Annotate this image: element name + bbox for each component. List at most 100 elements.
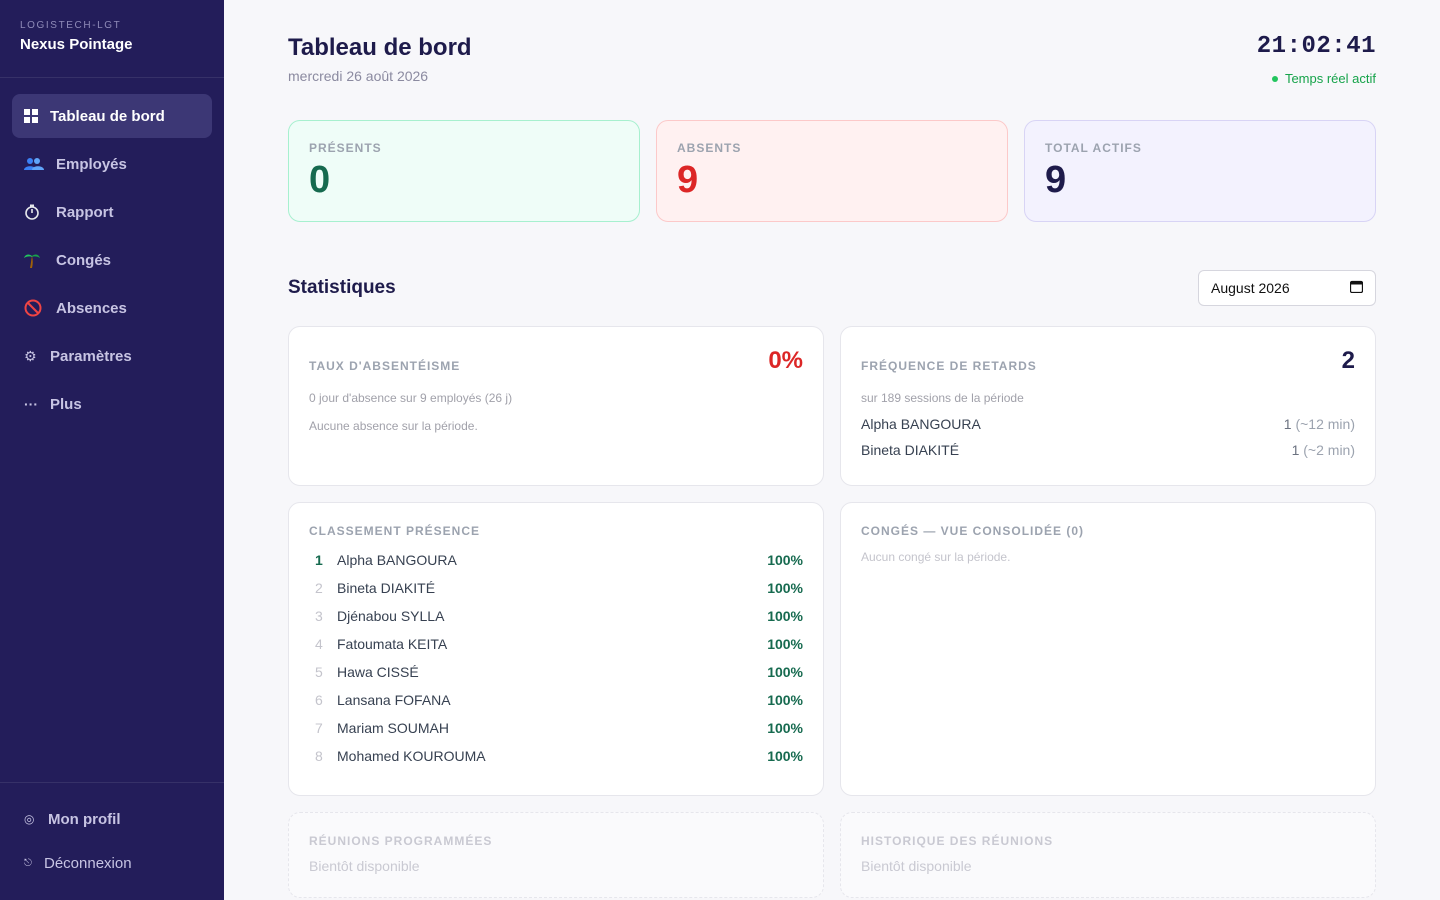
- sidebar-item-label: Paramètres: [50, 347, 132, 365]
- card-label: TAUX D'ABSENTÉISME: [309, 359, 461, 373]
- card-label: CONGÉS — VUE CONSOLIDÉE (0): [861, 524, 1085, 538]
- list-item: Bineta DIAKITÉ 1 (~2 min): [861, 437, 1355, 463]
- rank-number: 6: [315, 692, 323, 708]
- rank-number: 2: [315, 580, 323, 596]
- list-item: 7 Mariam SOUMAH 100%: [309, 714, 803, 742]
- sidebar-item-absences[interactable]: Absences: [12, 286, 212, 330]
- sidebar-item-label: Employés: [56, 155, 127, 173]
- sidebar-item-report[interactable]: Rapport: [12, 190, 212, 234]
- list-item: 6 Lansana FOFANA 100%: [309, 686, 803, 714]
- rank-name: Bineta DIAKITÉ: [337, 580, 436, 596]
- list-item: 4 Fatoumata KEITA 100%: [309, 630, 803, 658]
- brand-name: Nexus Pointage: [20, 36, 133, 53]
- list-item: 5 Hawa CISSÉ 100%: [309, 658, 803, 686]
- main-content: Tableau de bord mercredi 26 août 2026 2 1…: [288, 0, 1376, 900]
- rank-percent: 100%: [767, 636, 803, 652]
- list-item: 2 Bineta DIAKITÉ 100%: [309, 574, 803, 602]
- rank-percent: 100%: [767, 552, 803, 568]
- list-item: 3 Djénabou SYLLA 100%: [309, 602, 803, 630]
- calendar-icon[interactable]: [1349, 280, 1364, 296]
- rank-name: Mohamed KOUROUMA: [337, 748, 486, 764]
- sidebar-item-dashboard[interactable]: Tableau de bord: [12, 94, 212, 138]
- page-title: Tableau de bord: [288, 34, 472, 61]
- month-picker-value: August 2026: [1211, 280, 1290, 296]
- sidebar-item-leaves[interactable]: Congés: [12, 238, 212, 282]
- late-count: 1: [1283, 416, 1292, 432]
- rank-number: 1: [315, 552, 323, 568]
- sidebar-item-settings[interactable]: ⚙ Paramètres: [12, 334, 212, 378]
- palm-tree-icon: [24, 252, 56, 268]
- sidebar-item-label: Plus: [50, 395, 82, 413]
- page-header: Tableau de bord mercredi 26 août 2026 21…: [288, 0, 1376, 100]
- profile-label: Mon profil: [48, 810, 121, 828]
- sidebar-nav: Tableau de bord Employés Rapport Congés …: [0, 78, 224, 446]
- live-dot-icon: [1271, 75, 1278, 82]
- rank-number: 7: [315, 720, 323, 736]
- sidebar-item-label: Absences: [56, 299, 127, 317]
- sidebar-item-label: Congés: [56, 251, 112, 269]
- absenteeism-value: 0%: [768, 347, 803, 374]
- leaves-card: CONGÉS — VUE CONSOLIDÉE (0) Aucun congé …: [840, 502, 1376, 796]
- late-name: Alpha BANGOURA: [861, 416, 981, 432]
- ranking-card: CLASSEMENT PRÉSENCE 1 Alpha BANGOURA 100…: [288, 502, 824, 796]
- sidebar-item-label: Rapport: [56, 203, 114, 221]
- meeting-history-card: HISTORIQUE DES RÉUNIONS Bientôt disponib…: [840, 812, 1376, 898]
- lateness-sub: sur 189 sessions de la période: [861, 391, 1024, 405]
- card-label: FRÉQUENCE DE RETARDS: [861, 359, 1037, 373]
- brand-org: LOGISTECH-LGT: [20, 20, 122, 31]
- rank-name: Alpha BANGOURA: [337, 552, 457, 568]
- kpi-absent: ABSENTS 9: [656, 120, 1008, 222]
- kpi-present: PRÉSENTS 0: [288, 120, 640, 222]
- page-date: mercredi 26 août 2026: [288, 68, 429, 84]
- rank-percent: 100%: [767, 748, 803, 764]
- rank-number: 4: [315, 636, 323, 652]
- sidebar: LOGISTECH-LGT Nexus Pointage Tableau de …: [0, 0, 224, 900]
- people-icon: [24, 157, 56, 171]
- kpi-label: PRÉSENTS: [309, 141, 382, 155]
- rank-name: Hawa CISSÉ: [337, 664, 419, 680]
- logout-link[interactable]: ⎋ Déconnexion: [12, 841, 212, 885]
- kpi-value: 9: [1045, 159, 1067, 201]
- late-minutes: (~12 min): [1295, 416, 1355, 432]
- card-label: HISTORIQUE DES RÉUNIONS: [861, 834, 1054, 848]
- rank-percent: 100%: [767, 580, 803, 596]
- brand: LOGISTECH-LGT Nexus Pointage: [0, 0, 224, 78]
- late-count: 1: [1291, 442, 1300, 458]
- list-item: Alpha BANGOURA 1 (~12 min): [861, 411, 1355, 437]
- rank-percent: 100%: [767, 692, 803, 708]
- sidebar-item-more[interactable]: ··· Plus: [12, 382, 212, 426]
- coming-soon-text: Bientôt disponible: [861, 858, 972, 874]
- lateness-card: FRÉQUENCE DE RETARDS 2 sur 189 sessions …: [840, 326, 1376, 486]
- leaves-empty: Aucun congé sur la période.: [861, 550, 1011, 564]
- gear-icon: ⚙: [24, 347, 37, 364]
- rank-name: Djénabou SYLLA: [337, 608, 445, 624]
- month-picker[interactable]: August 2026: [1198, 270, 1376, 306]
- rank-percent: 100%: [767, 720, 803, 736]
- stopwatch-icon: [24, 204, 56, 220]
- rank-name: Mariam SOUMAH: [337, 720, 450, 736]
- live-status-label: Temps réel actif: [1284, 71, 1376, 86]
- more-icon: ···: [24, 396, 38, 412]
- list-item: 1 Alpha BANGOURA 100%: [309, 546, 803, 574]
- dashboard-icon: [24, 109, 50, 123]
- card-label: CLASSEMENT PRÉSENCE: [309, 524, 481, 538]
- sidebar-bottom: ◎ Mon profil ⎋ Déconnexion: [0, 782, 224, 900]
- card-label: RÉUNIONS PROGRAMMÉES: [309, 834, 493, 848]
- logout-icon: ⎋: [24, 857, 32, 869]
- stats-header: Statistiques August 2026: [288, 270, 1376, 306]
- rank-name: Lansana FOFANA: [337, 692, 451, 708]
- rank-percent: 100%: [767, 664, 803, 680]
- sidebar-item-employees[interactable]: Employés: [12, 142, 212, 186]
- logout-label: Déconnexion: [44, 854, 132, 872]
- absenteeism-empty: Aucune absence sur la période.: [309, 419, 478, 433]
- coming-soon-text: Bientôt disponible: [309, 858, 420, 874]
- kpi-label: TOTAL ACTIFS: [1045, 141, 1142, 155]
- prohibited-icon: [24, 299, 56, 317]
- profile-link[interactable]: ◎ Mon profil: [12, 797, 212, 841]
- kpi-label: ABSENTS: [677, 141, 742, 155]
- live-status: Temps réel actif: [1271, 71, 1376, 86]
- late-name: Bineta DIAKITÉ: [861, 442, 960, 458]
- kpi-value: 9: [677, 159, 699, 201]
- rank-number: 5: [315, 664, 323, 680]
- rank-percent: 100%: [767, 608, 803, 624]
